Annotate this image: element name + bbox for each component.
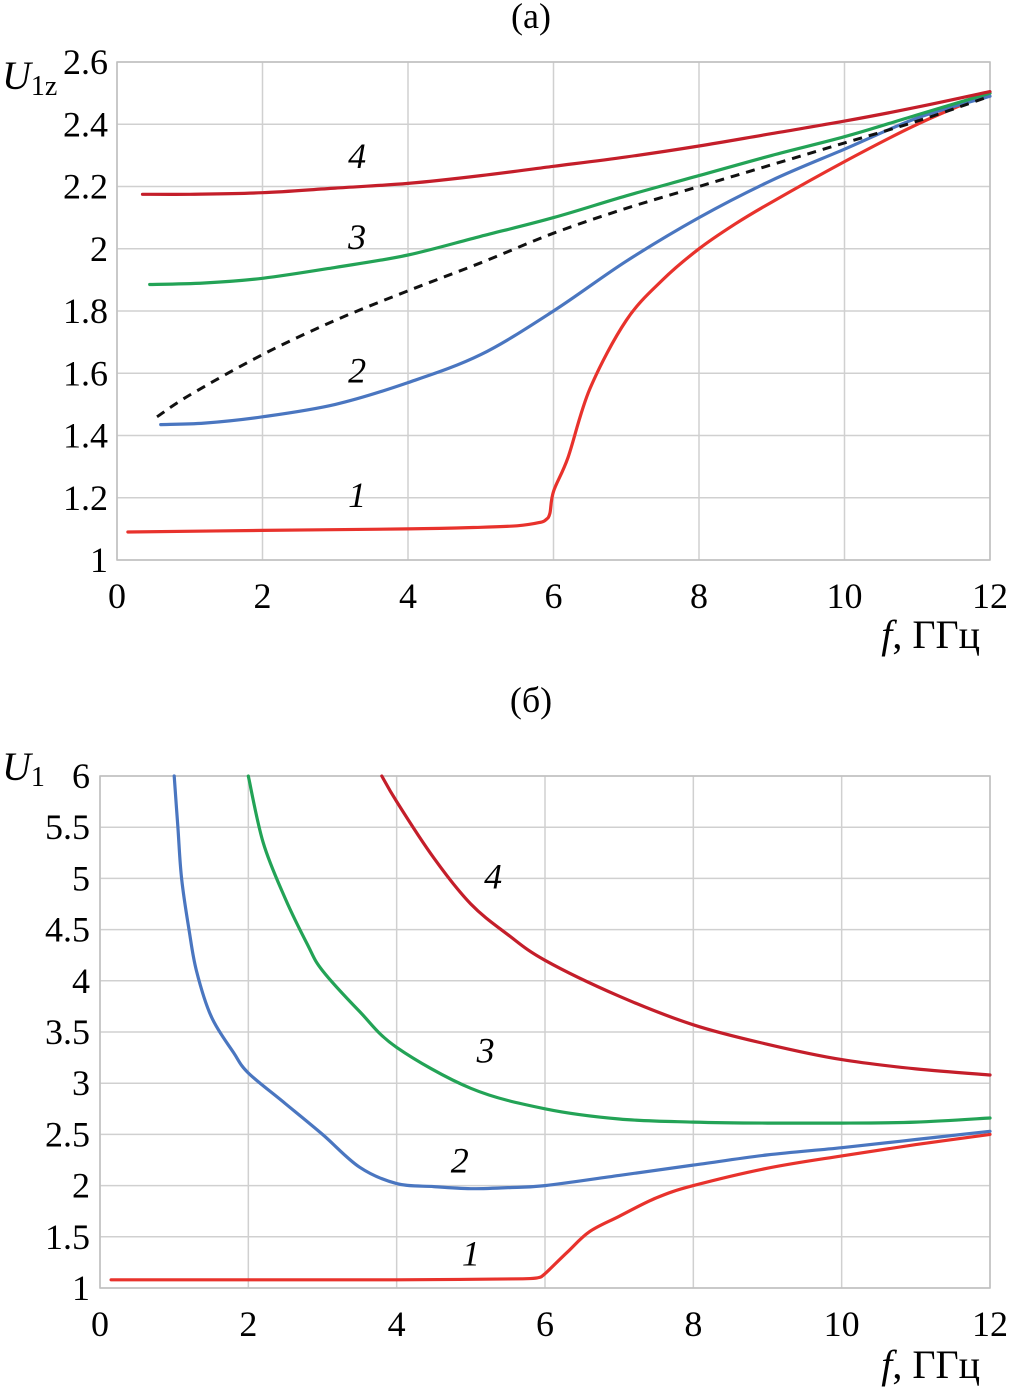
series-line-3 (246, 774, 992, 1125)
y-tick-label: 1 (90, 540, 108, 580)
x-axis-label-b: f, ГГц (881, 1342, 980, 1387)
curve-label-3: 3 (476, 1031, 495, 1071)
y-tick-label: 2.4 (63, 104, 108, 144)
y-tick-label: 5 (72, 858, 90, 898)
y-tick-label: 3 (72, 1063, 90, 1103)
x-tick-label: 10 (827, 576, 863, 616)
x-tick-label: 0 (91, 1304, 109, 1344)
y-tick-label: 1.4 (63, 416, 108, 456)
y-tick-label: 1 (72, 1268, 90, 1308)
y-tick-label: 2 (72, 1166, 90, 1206)
x-tick-label: 2 (254, 576, 272, 616)
x-tick-label: 4 (388, 1304, 406, 1344)
x-axis-label-a: f, ГГц (881, 612, 980, 657)
x-tick-label: 2 (239, 1304, 257, 1344)
x-tick-label: 12 (972, 576, 1008, 616)
y-tick-label: 1.8 (63, 291, 108, 331)
curve-label-1: 1 (462, 1233, 480, 1273)
panel-title-a: (а) (511, 0, 551, 36)
y-tick-label: 2.6 (63, 42, 108, 82)
curve-label-2: 2 (348, 351, 366, 391)
x-tick-label: 10 (824, 1304, 860, 1344)
plot-frame (116, 61, 991, 561)
series-line-4 (140, 90, 992, 196)
series-line-1 (126, 91, 992, 534)
y-tick-label: 1.5 (45, 1217, 90, 1257)
x-tick-label: 6 (536, 1304, 554, 1344)
curve-label-4: 4 (484, 857, 502, 897)
x-tick-label: 12 (972, 1304, 1008, 1344)
series-line-dashed (156, 94, 991, 419)
series-group-b (109, 774, 992, 1282)
series-line-2 (172, 774, 992, 1191)
y-tick-label: 2.2 (63, 167, 108, 207)
curve-label-1: 1 (348, 475, 366, 515)
x-tick-label: 0 (108, 576, 126, 616)
x-tick-label: 4 (399, 576, 417, 616)
y-tick-label: 5.5 (45, 807, 90, 847)
x-tick-labels-b: 0 2 4 6 8 10 12 (91, 1304, 1008, 1344)
y-tick-labels-b: 1 1.5 2 2.5 3 3.5 4 4.5 5 5.5 6 (45, 756, 90, 1308)
y-tick-label: 2.5 (45, 1114, 90, 1154)
y-tick-label: 1.2 (63, 478, 108, 518)
curve-label-3: 3 (347, 217, 366, 257)
curve-label-2: 2 (451, 1140, 469, 1180)
y-tick-label: 4 (72, 961, 90, 1001)
panel-title-b: (б) (510, 680, 552, 720)
y-tick-label: 4.5 (45, 910, 90, 950)
y-axis-label-a: U1z (2, 53, 57, 102)
y-tick-label: 3.5 (45, 1012, 90, 1052)
y-tick-label: 2 (90, 229, 108, 269)
curve-labels-a: 1 2 3 4 (347, 136, 366, 515)
x-tick-label: 6 (545, 576, 563, 616)
y-axis-label-b: U1 (2, 744, 45, 793)
series-line-4 (380, 774, 992, 1077)
grid-b (99, 775, 991, 1289)
curve-labels-b: 1 2 3 4 (451, 857, 502, 1274)
y-tick-label: 1.6 (63, 353, 108, 393)
grid-a (116, 61, 991, 561)
series-line-2 (159, 94, 992, 427)
x-tick-label: 8 (684, 1304, 702, 1344)
y-tick-labels-a: 1 1.2 1.4 1.6 1.8 2 2.2 2.4 2.6 (63, 42, 108, 580)
x-tick-labels-a: 0 2 4 6 8 10 12 (108, 576, 1008, 616)
curve-label-4: 4 (348, 136, 366, 176)
series-line-1 (109, 1132, 992, 1282)
x-tick-label: 8 (690, 576, 708, 616)
plot-frame (99, 775, 991, 1289)
y-tick-label: 6 (72, 756, 90, 796)
series-line-3 (148, 91, 992, 287)
series-group-a (126, 90, 992, 534)
